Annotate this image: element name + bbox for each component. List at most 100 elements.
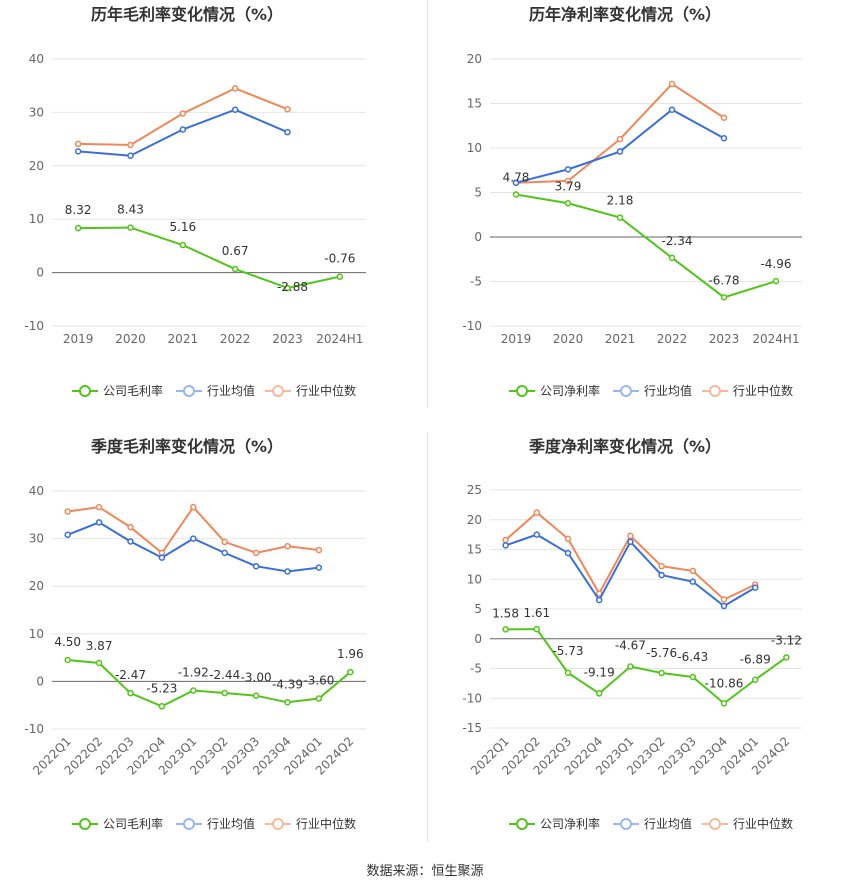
x-tick-label: 2020 [553,332,584,346]
data-point [689,673,697,681]
data-point [689,567,697,575]
y-tick-label: 10 [29,627,44,641]
data-point [347,668,354,676]
data-label: -6.78 [708,273,739,287]
data-point [221,549,228,557]
data-point [564,200,572,207]
data-label: -5.73 [552,644,583,658]
data-point [252,549,260,557]
data-point [533,625,541,633]
y-tick-label: 25 [467,483,482,497]
data-point [315,695,323,702]
data-label: 5.16 [169,220,196,234]
data-point [533,531,541,538]
data-point [564,166,572,173]
chart-title: 季度毛利率变化情况（%） [90,437,283,456]
series-line [515,82,725,184]
legend-marker [516,818,528,830]
legend-label: 公司毛利率 [103,383,163,398]
legend-label: 公司净利率 [540,816,600,831]
data-point [127,224,134,231]
data-label: 4.50 [54,635,81,649]
series-line [67,505,320,555]
y-tick-label: 0 [474,230,482,244]
legend-label: 公司毛利率 [103,816,163,831]
legend-marker [709,818,721,830]
data-point [231,85,239,92]
legend-label: 行业均值 [644,816,692,831]
x-tick-label: 2023 [272,332,303,346]
data-point [127,141,134,149]
data-point [284,568,291,575]
data-label: 4.78 [503,170,530,184]
data-label: 0.67 [222,244,249,258]
data-label: -2.88 [277,280,308,294]
y-tick-label: 10 [467,141,482,155]
y-tick-label: 15 [467,97,482,111]
data-point [158,554,166,561]
data-point [127,689,134,697]
data-point [252,562,260,570]
data-label: -2.44 [209,668,240,682]
data-point [231,106,239,113]
data-point [720,114,728,121]
legend-label: 行业中位数 [733,383,793,398]
data-point [564,535,572,543]
y-tick-label: 20 [467,513,482,527]
y-tick-label: 30 [29,105,44,119]
legend-marker [183,818,195,830]
legend-marker [516,385,528,397]
data-point [179,110,187,117]
data-point [502,536,509,544]
legend-marker [272,818,284,830]
data-point [564,669,572,677]
data-point [284,284,291,292]
data-point [190,687,197,694]
x-tick-label: 2019 [63,332,94,346]
legend-marker [620,385,632,397]
data-point [158,703,166,710]
series-line [67,658,351,708]
data-point [284,699,291,706]
series-line [504,511,756,601]
data-point [74,224,82,232]
x-tick-label: 2020 [115,332,146,346]
y-tick-label: 15 [467,543,482,557]
series-line [78,226,341,290]
y-tick-label: 5 [474,602,482,616]
data-point [595,690,603,697]
data-point [564,177,572,185]
data-point [627,532,634,540]
data-label: -3.12 [771,633,802,647]
data-point [658,669,665,677]
series-line [505,628,787,705]
data-label: -3.00 [241,671,272,685]
data-source-label: 数据来源：恒生聚源 [366,864,484,879]
chart-title: 历年净利率变化情况（%） [529,5,721,24]
data-point [95,503,103,511]
x-tick-label: 2024H1 [752,332,799,346]
data-point [284,542,291,550]
data-point [74,140,82,148]
data-point [720,294,728,301]
data-label: 1.96 [337,647,364,661]
legend-marker [620,818,632,830]
data-point [336,273,344,280]
data-point [627,663,634,670]
data-label: -9.19 [584,665,615,679]
legend-label: 行业均值 [207,383,255,398]
data-point [751,676,759,683]
chart-title: 季度净利率变化情况（%） [528,437,721,456]
y-tick-label: -10 [24,319,44,333]
y-tick-label: 10 [29,212,44,226]
x-tick-label: 2023 [709,332,740,346]
y-tick-label: -10 [24,722,44,736]
data-label: -5.76 [646,646,677,660]
data-point [502,542,509,549]
data-point [512,191,520,198]
data-point [179,126,187,133]
series-line [515,108,725,184]
y-tick-label: 10 [467,572,482,586]
data-label: -6.43 [677,650,708,664]
data-point [668,106,676,113]
